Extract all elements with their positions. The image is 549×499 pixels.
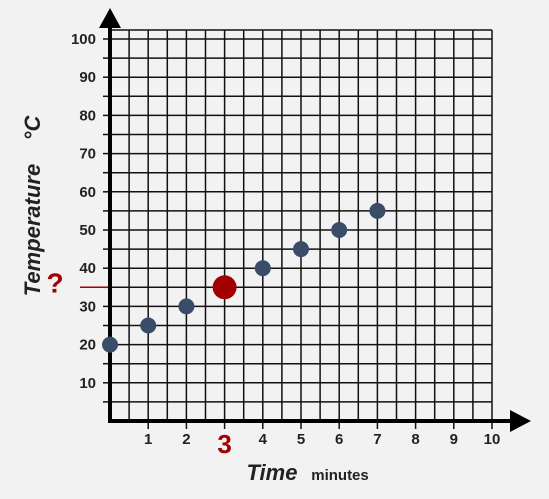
x-tick-label: 9	[450, 431, 458, 448]
y-tick-label: 20	[79, 337, 96, 354]
x-axis-unit: minutes	[311, 467, 369, 484]
x-axis-title: Time	[247, 460, 298, 485]
y-tick-label: 60	[79, 184, 96, 201]
y-tick-label: 40	[79, 260, 96, 277]
y-tick-label: 100	[71, 31, 96, 48]
highlight-point	[212, 275, 237, 300]
x-axis-arrow	[510, 410, 531, 432]
point	[254, 260, 271, 277]
x-tick-label: 8	[411, 431, 419, 448]
x-tick-label: 4	[259, 431, 268, 448]
point	[140, 317, 157, 334]
y-axis-unit: °C	[20, 115, 45, 141]
grid: 1 2 3 4 5 6 7 8 9 10 10 20 30 40 50 60 70 80 90 100	[71, 8, 531, 459]
marks: ?	[46, 202, 386, 353]
x-tick-label: 5	[297, 431, 305, 448]
point	[369, 202, 386, 219]
y-tick-label: 10	[79, 375, 96, 392]
annotation: ?	[46, 268, 63, 299]
point	[102, 336, 118, 353]
x-tick-label: 6	[335, 431, 343, 448]
point	[331, 222, 348, 238]
y-tick-label: 80	[79, 107, 96, 124]
y-axis-arrow	[99, 8, 121, 28]
y-tick-label: 90	[79, 69, 96, 86]
x-tick-label: 1	[144, 431, 152, 448]
point	[178, 298, 195, 315]
y-tick-label: 70	[79, 146, 96, 163]
x-tick-label: 10	[484, 431, 501, 448]
x-tick-label: 2	[182, 431, 190, 448]
x-tick-label: 7	[373, 431, 381, 448]
point	[293, 241, 309, 258]
y-tick-label: 30	[79, 298, 96, 315]
x-tick-label: 3	[217, 429, 231, 459]
y-tick-label: 50	[79, 222, 96, 239]
y-axis-title: Temperature	[20, 164, 45, 296]
